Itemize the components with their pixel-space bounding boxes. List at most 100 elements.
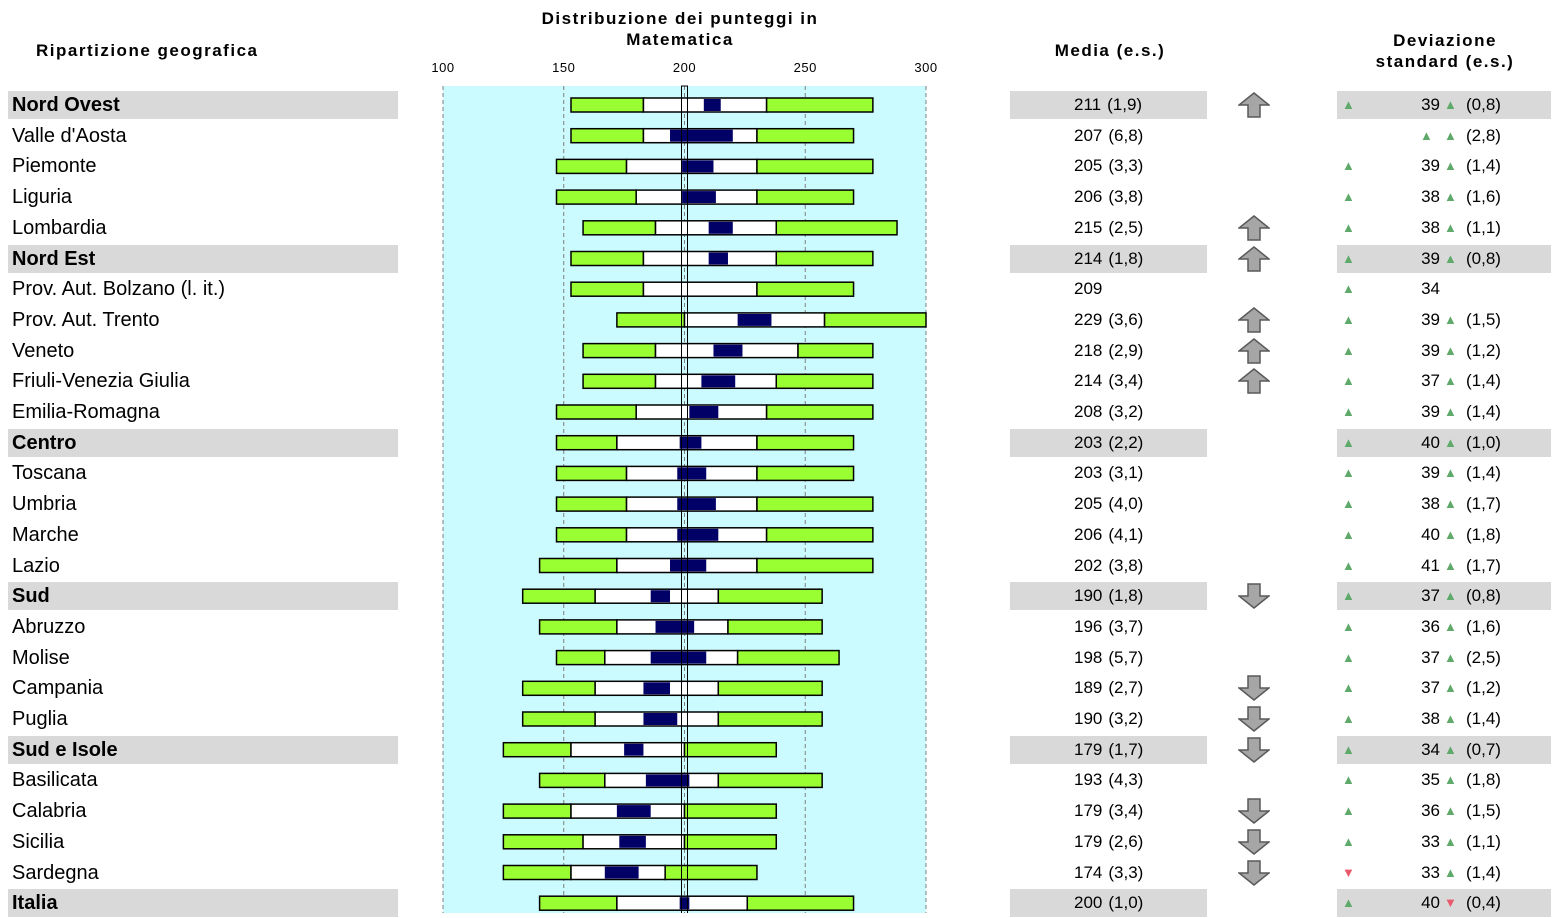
triangle-up-icon: ▲ bbox=[1342, 588, 1355, 604]
triangle-up-icon: ▲ bbox=[1444, 342, 1457, 358]
sd-standard-error: (0,8) bbox=[1466, 95, 1501, 114]
triangle-up-icon: ▲ bbox=[1342, 895, 1355, 911]
mean-number: 189 bbox=[1074, 678, 1103, 698]
distribution-header-line1: Distribuzione dei punteggi in bbox=[541, 9, 819, 28]
triangle-up-icon: ▲ bbox=[1444, 680, 1457, 696]
region-name: Veneto bbox=[12, 339, 75, 362]
triangle-up-icon: ▲ bbox=[1342, 373, 1355, 389]
bar-confidence-interval bbox=[643, 713, 678, 725]
row-highlight bbox=[1010, 91, 1207, 119]
mean-value: 174 (3,3) bbox=[1074, 858, 1143, 888]
mean-standard-error: (1,7) bbox=[1108, 739, 1144, 759]
region-name: Toscana bbox=[12, 462, 87, 485]
tick-label-150: 150 bbox=[552, 60, 576, 75]
sd-value: 37 bbox=[1421, 586, 1440, 606]
row-highlight bbox=[8, 428, 398, 457]
mean-standard-error: (5,7) bbox=[1108, 647, 1144, 667]
triangle-up-icon: ▲ bbox=[1342, 158, 1355, 174]
arrow-shape bbox=[1238, 368, 1270, 395]
mean-value: 206 (4,1) bbox=[1074, 520, 1143, 550]
bar-p75-p95 bbox=[756, 281, 855, 297]
mean-value: 207 (6,8) bbox=[1074, 121, 1143, 151]
bar-p75-p95 bbox=[765, 97, 874, 113]
region-name: Puglia bbox=[12, 708, 68, 730]
tick-label-100: 100 bbox=[431, 60, 455, 75]
sd-value: 38 bbox=[1421, 494, 1440, 514]
row-highlight bbox=[8, 244, 398, 273]
mean-number: 209 bbox=[1074, 279, 1103, 299]
arrow-shape bbox=[1238, 583, 1270, 610]
mean-column-header: Media (e.s.) bbox=[1054, 41, 1166, 60]
bar-confidence-interval bbox=[679, 897, 690, 910]
bar-p5-p25 bbox=[555, 496, 628, 512]
distribution-header-line2: Matematica bbox=[626, 30, 734, 49]
mean-standard-error: (2,6) bbox=[1108, 831, 1144, 851]
triangle-up-icon: ▲ bbox=[1444, 557, 1457, 573]
mean-value: 214 (1,8) bbox=[1074, 244, 1143, 274]
region-name: Calabria bbox=[12, 800, 87, 823]
mean-value: 211 (1,9) bbox=[1074, 90, 1142, 120]
bar-p75-p95 bbox=[756, 496, 874, 512]
sd-standard-error: (1,4) bbox=[1466, 862, 1501, 882]
bar-p75-p95 bbox=[683, 741, 778, 758]
bar-confidence-interval bbox=[701, 375, 736, 388]
triangle-up-icon: ▲ bbox=[1342, 342, 1355, 358]
bar-p5-p25 bbox=[521, 711, 596, 727]
mean-number: 205 bbox=[1074, 156, 1103, 176]
region-name: Abruzzo bbox=[12, 615, 86, 638]
triangle-up-icon: ▲ bbox=[1444, 219, 1457, 235]
arrow-shape bbox=[1238, 706, 1270, 732]
triangle-down-icon: ▼ bbox=[1444, 895, 1457, 911]
mean-number: 179 bbox=[1074, 739, 1103, 759]
sd-value: 33 bbox=[1421, 862, 1440, 882]
triangle-up-icon: ▲ bbox=[1342, 741, 1355, 757]
triangle-up-icon: ▲ bbox=[1444, 373, 1457, 389]
tick-label-300: 300 bbox=[914, 60, 938, 75]
arrow-shape bbox=[1238, 337, 1270, 364]
mean-value: 214 (3,4) bbox=[1074, 366, 1143, 396]
bar-p75-p95 bbox=[775, 373, 874, 390]
mean-number: 200 bbox=[1074, 893, 1103, 913]
triangle-up-icon: ▲ bbox=[1444, 711, 1457, 726]
mean-number: 202 bbox=[1074, 555, 1103, 575]
bar-confidence-interval bbox=[708, 252, 728, 265]
sd-value: 33 bbox=[1421, 831, 1440, 851]
bar-confidence-interval bbox=[713, 344, 743, 357]
triangle-up-icon: ▲ bbox=[1444, 189, 1457, 205]
sd-standard-error: (1,5) bbox=[1466, 801, 1501, 821]
bar-confidence-interval bbox=[619, 835, 646, 848]
mean-standard-error: (3,3) bbox=[1108, 862, 1144, 882]
triangle-up-icon: ▲ bbox=[1342, 680, 1355, 696]
region-name: Molise bbox=[12, 646, 70, 669]
bar-p75-p95 bbox=[775, 250, 874, 267]
sd-value: 36 bbox=[1421, 801, 1440, 821]
mean-standard-error: (4,1) bbox=[1108, 524, 1144, 544]
bar-p75-p95 bbox=[717, 680, 823, 697]
arrow-up-icon bbox=[1238, 92, 1270, 118]
bar-p5-p25 bbox=[521, 588, 596, 604]
triangle-up-icon: ▲ bbox=[1444, 741, 1457, 757]
bar-p5-p25 bbox=[555, 649, 606, 666]
bar-confidence-interval bbox=[670, 129, 733, 142]
mean-number: 211 bbox=[1074, 95, 1102, 114]
arrow-shape bbox=[1238, 92, 1270, 118]
mean-number: 206 bbox=[1074, 524, 1103, 544]
bar-p5-p25 bbox=[582, 220, 657, 236]
region-name: Campania bbox=[12, 677, 104, 700]
triangle-up-icon: ▲ bbox=[1444, 158, 1457, 174]
bar-confidence-interval bbox=[737, 313, 772, 326]
mean-number: 205 bbox=[1074, 494, 1103, 514]
bar-p5-p25 bbox=[521, 680, 596, 697]
arrow-up-icon bbox=[1238, 214, 1270, 241]
triangle-up-icon: ▲ bbox=[1342, 404, 1355, 419]
mean-standard-error: (3,1) bbox=[1108, 463, 1144, 483]
sd-standard-error: (0,4) bbox=[1466, 893, 1501, 913]
sd-standard-error: (1,0) bbox=[1466, 432, 1501, 452]
triangle-up-icon: ▲ bbox=[1342, 250, 1355, 266]
sd-standard-error: (1,1) bbox=[1466, 217, 1501, 237]
triangle-up-icon: ▲ bbox=[1342, 97, 1355, 112]
triangle-up-icon: ▲ bbox=[1444, 588, 1457, 604]
reference-line-200 bbox=[681, 85, 688, 913]
bar-p75-p95 bbox=[756, 434, 855, 451]
